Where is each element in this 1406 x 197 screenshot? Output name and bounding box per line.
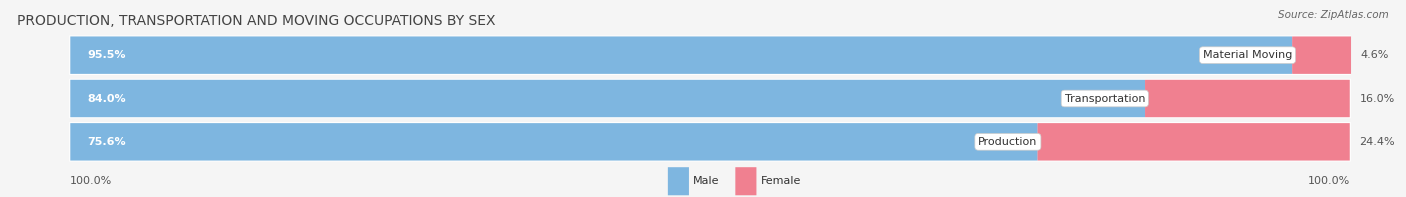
Text: 95.5%: 95.5% (87, 50, 125, 60)
FancyBboxPatch shape (70, 80, 1144, 117)
Text: PRODUCTION, TRANSPORTATION AND MOVING OCCUPATIONS BY SEX: PRODUCTION, TRANSPORTATION AND MOVING OC… (17, 14, 495, 28)
FancyBboxPatch shape (1292, 36, 1351, 74)
Text: 16.0%: 16.0% (1360, 94, 1395, 103)
FancyBboxPatch shape (70, 123, 1350, 161)
Text: 100.0%: 100.0% (70, 176, 112, 186)
Text: Female: Female (761, 176, 801, 186)
Text: 100.0%: 100.0% (1308, 176, 1350, 186)
Text: 24.4%: 24.4% (1360, 137, 1395, 147)
FancyBboxPatch shape (70, 36, 1350, 74)
FancyBboxPatch shape (1038, 123, 1350, 161)
Text: Male: Male (693, 176, 720, 186)
Text: Transportation: Transportation (1064, 94, 1144, 103)
FancyBboxPatch shape (70, 80, 1350, 117)
Text: 84.0%: 84.0% (87, 94, 125, 103)
Text: Material Moving: Material Moving (1202, 50, 1292, 60)
FancyBboxPatch shape (1144, 80, 1350, 117)
Text: 4.6%: 4.6% (1361, 50, 1389, 60)
Text: Production: Production (979, 137, 1038, 147)
Text: Source: ZipAtlas.com: Source: ZipAtlas.com (1278, 10, 1389, 20)
FancyBboxPatch shape (70, 123, 1038, 161)
Text: 75.6%: 75.6% (87, 137, 125, 147)
FancyBboxPatch shape (70, 36, 1292, 74)
FancyBboxPatch shape (735, 167, 756, 195)
FancyBboxPatch shape (668, 167, 689, 195)
